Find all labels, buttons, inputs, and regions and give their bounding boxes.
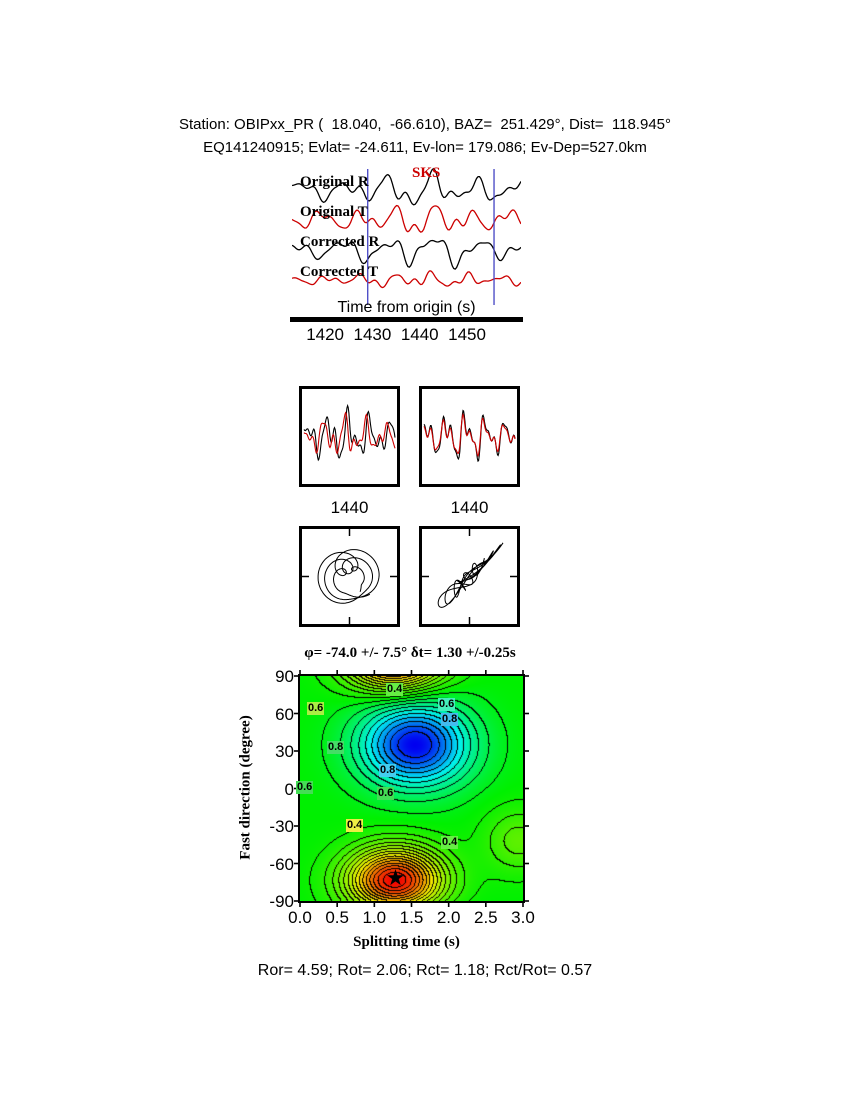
splitting-time-tick-label: 1.0 bbox=[362, 908, 387, 927]
splitting-time-tick-label: 2.5 bbox=[474, 908, 498, 927]
fast-direction-tick-label: -30 bbox=[269, 817, 294, 836]
event-info: EQ141240915; Evlat= -24.611, Ev-lon= 179… bbox=[203, 139, 647, 156]
misfit-contour-map bbox=[300, 676, 523, 901]
trace-label-original-t: Original T bbox=[300, 204, 368, 220]
windowed-waveforms-plot-2 bbox=[423, 409, 516, 463]
contour-level-label: 0.6 bbox=[296, 781, 314, 794]
time-axis-label: Time from origin (s) bbox=[337, 299, 476, 316]
box1-time-label: 1440 bbox=[330, 498, 369, 517]
contour-level-label: 0.6 bbox=[307, 702, 325, 715]
time-tick-label: 1430 bbox=[353, 325, 392, 344]
windowed-waveforms-box-1 bbox=[299, 386, 400, 487]
contour-level-label: 0.8 bbox=[327, 741, 345, 754]
splitting-time-tick-label: 1.5 bbox=[399, 908, 424, 927]
phase-label-sks: SKS bbox=[412, 165, 441, 181]
trace-label-original-r: Original R bbox=[300, 174, 369, 190]
particle-motion-plot-2 bbox=[422, 529, 517, 624]
time-axis-line bbox=[290, 317, 523, 322]
splitting-time-tick-label: 2.0 bbox=[436, 908, 461, 927]
contour-level-label: 0.8 bbox=[379, 764, 397, 777]
fast-direction-tick-label: 90 bbox=[275, 667, 294, 686]
contour-level-label: 0.4 bbox=[346, 819, 364, 832]
fast-direction-tick-label: -60 bbox=[269, 854, 294, 874]
fast-direction-tick-label: 0 bbox=[284, 779, 294, 799]
misfit-contour-frame bbox=[298, 674, 525, 903]
particle-motion-box-1 bbox=[299, 526, 400, 627]
time-tick-label: 1440 bbox=[400, 325, 439, 344]
windowed-waveforms-plot-1 bbox=[303, 403, 396, 462]
box2-time-label: 1440 bbox=[450, 498, 489, 517]
particle-motion-box-2 bbox=[419, 526, 520, 627]
contour-level-label: 0.8 bbox=[441, 713, 459, 726]
splitting-parameters-title: φ= -74.0 +/- 7.5° δt= 1.30 +/-0.25s bbox=[304, 645, 516, 661]
contour-axis-ticks bbox=[294, 670, 529, 907]
contour-level-label: 0.4 bbox=[386, 683, 404, 696]
contour-level-label: 0.4 bbox=[441, 836, 459, 849]
particle-motion-plot-1 bbox=[302, 529, 397, 624]
fast-direction-tick-label: 30 bbox=[275, 742, 294, 761]
windowed-waveforms-box-2 bbox=[419, 386, 520, 487]
trace-label-corrected-r: Corrected R bbox=[300, 234, 380, 250]
quality-metrics: Ror= 4.59; Rot= 2.06; Rct= 1.18; Rct/Rot… bbox=[257, 962, 593, 979]
time-tick-label: 1450 bbox=[448, 325, 486, 344]
contour-level-label: 0.6 bbox=[438, 698, 456, 711]
fast-direction-tick-label: 60 bbox=[275, 704, 294, 724]
time-tick-label: 1420 bbox=[306, 325, 345, 344]
contour-x-axis-label: Splitting time (s) bbox=[353, 934, 460, 950]
splitting-time-tick-label: 0.0 bbox=[288, 908, 312, 927]
trace-label-corrected-t: Corrected T bbox=[300, 264, 379, 280]
waveform-traces-plot bbox=[292, 167, 521, 305]
best-fit-star: ★ bbox=[385, 865, 406, 890]
fast-direction-tick-label: -90 bbox=[269, 892, 294, 911]
station-title: Station: OBIPxx_PR ( 18.040, -66.610), B… bbox=[179, 116, 671, 133]
splitting-time-tick-label: 3.0 bbox=[511, 908, 535, 927]
contour-level-label: 0.6 bbox=[377, 787, 395, 800]
splitting-time-tick-label: 0.5 bbox=[325, 908, 349, 927]
